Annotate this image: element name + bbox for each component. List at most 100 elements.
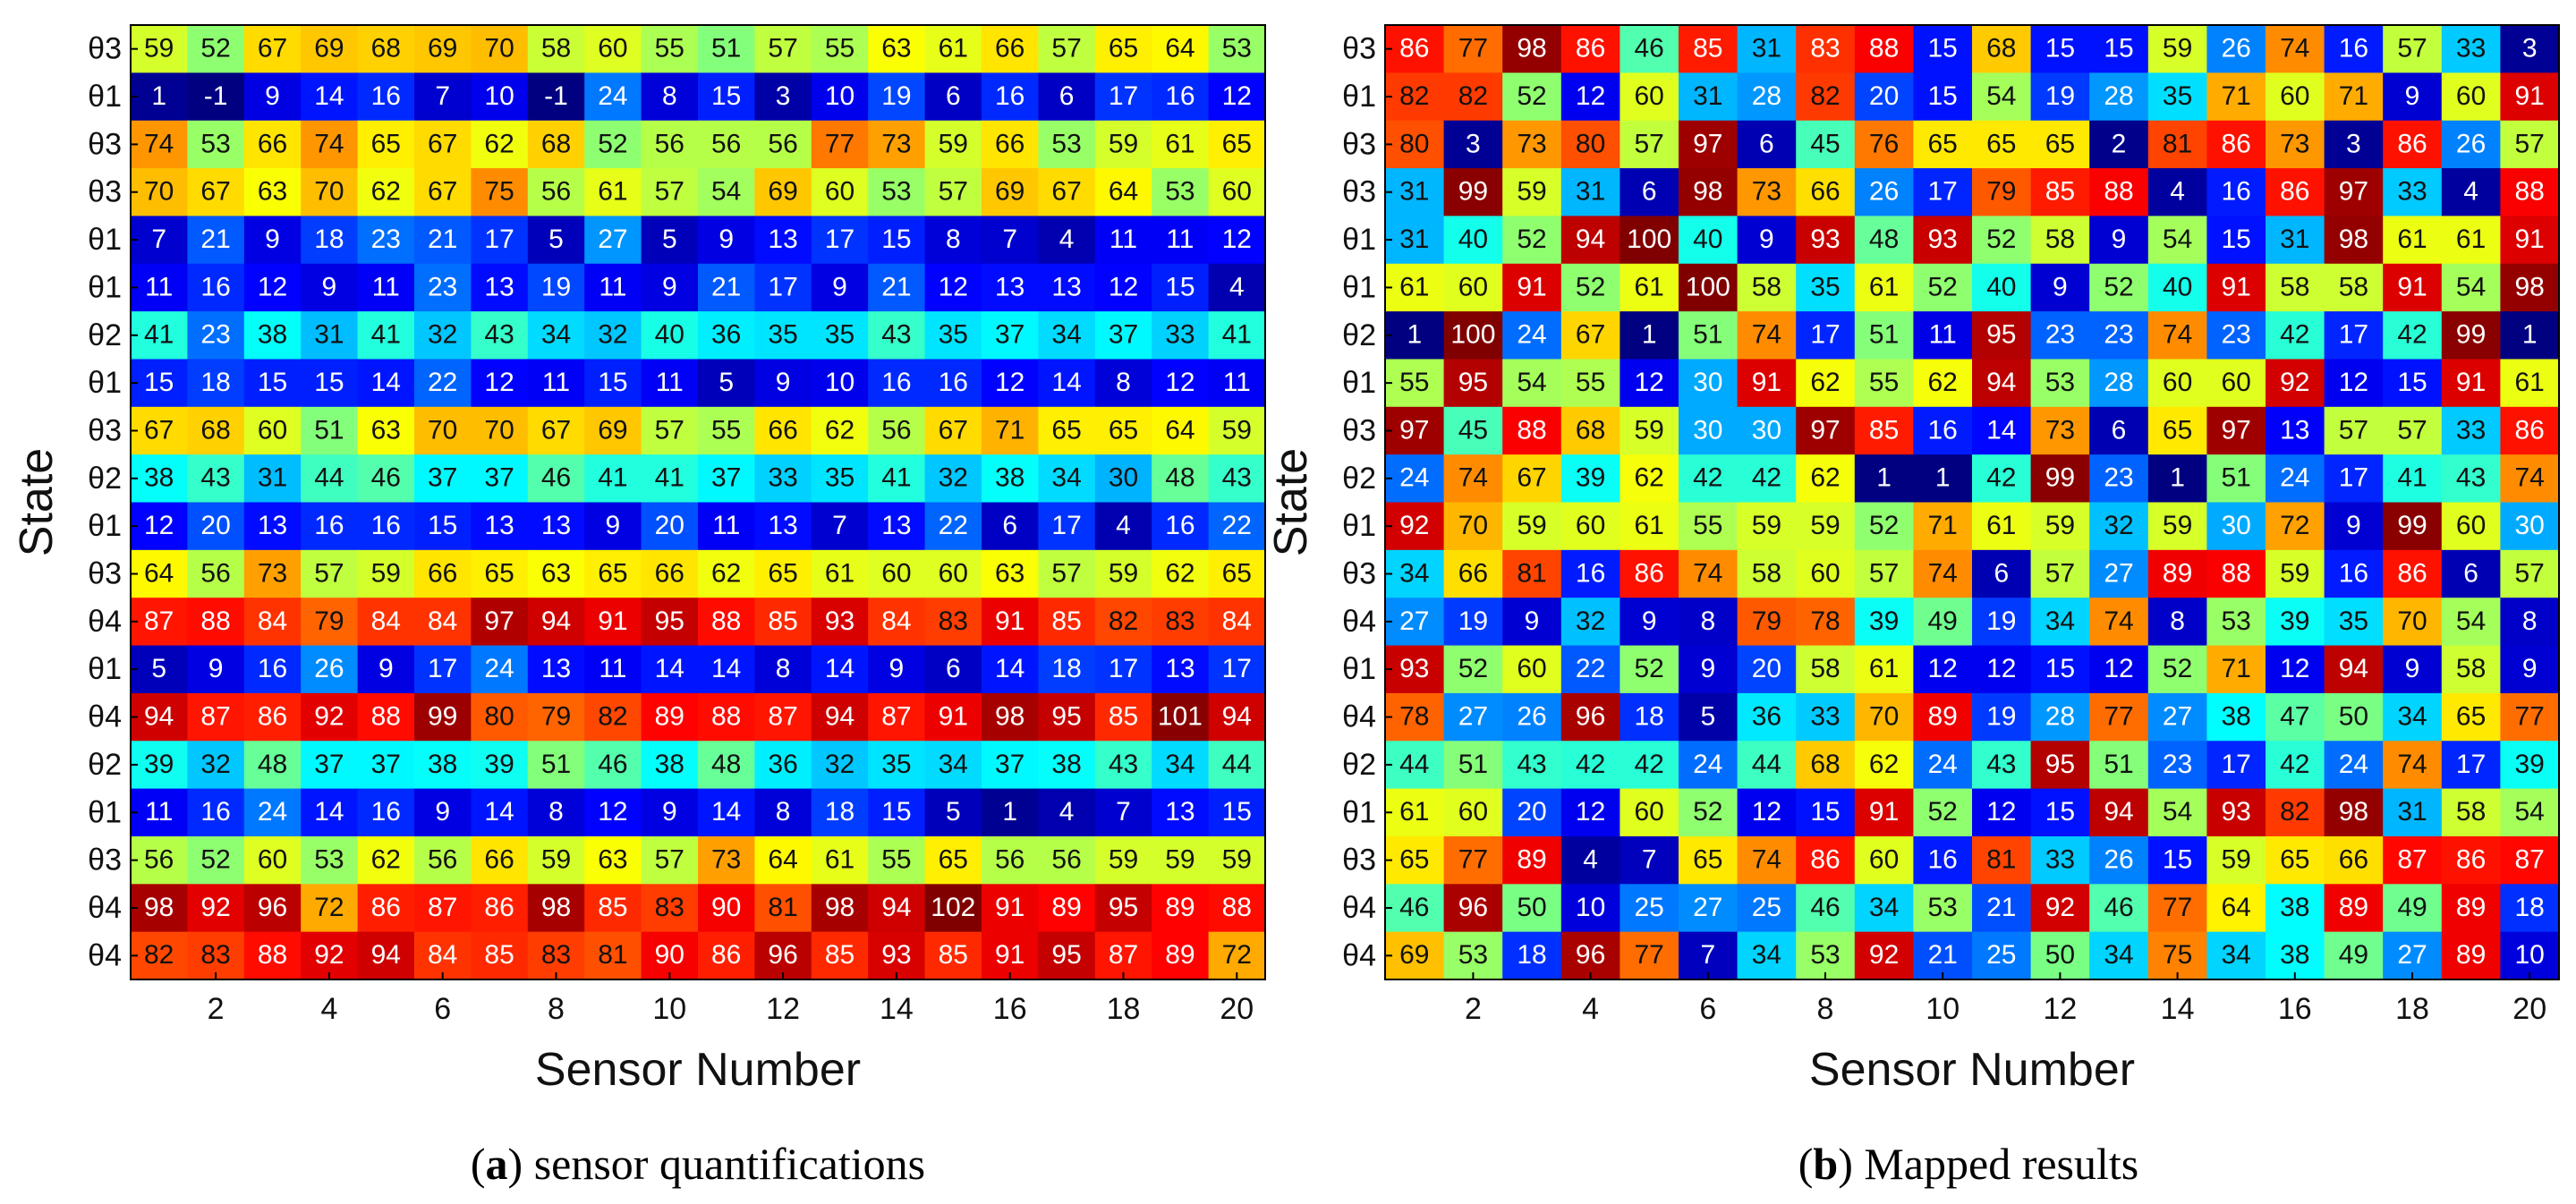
cell-value-label: 41 (655, 463, 684, 493)
heatmap-cell (868, 72, 926, 122)
heatmap-cell (1443, 216, 1503, 265)
heatmap-cell (2266, 263, 2325, 312)
cell-value-label: 37 (995, 750, 1024, 779)
cell-value-label: 59 (1222, 845, 1252, 875)
heatmap-cell (924, 835, 982, 885)
heatmap-cell (1679, 835, 1739, 885)
cell-value-label: 82 (1109, 606, 1138, 636)
heatmap-cell (527, 263, 585, 312)
heatmap-cell (2383, 835, 2443, 885)
cell-value-label: 33 (1810, 701, 1840, 731)
heatmap-cell (187, 549, 245, 598)
heatmap-cell (754, 835, 812, 885)
cell-value-label: 54 (2515, 797, 2545, 827)
heatmap-cell (414, 502, 472, 551)
cell-value-label: 89 (1165, 893, 1194, 922)
cell-value-label: 17 (484, 225, 514, 254)
heatmap-cell (584, 406, 642, 455)
cell-value-label: 39 (144, 750, 174, 779)
y-tick-label: θ1 (88, 270, 122, 304)
heatmap-cell (414, 788, 472, 837)
heatmap-cell (1560, 120, 1620, 169)
heatmap-cell (2147, 884, 2207, 933)
cell-value-label: 22 (939, 511, 968, 540)
cell-value-label: 60 (881, 558, 911, 588)
heatmap-cell (698, 311, 755, 360)
heatmap-cell (1913, 884, 1973, 933)
heatmap-cell (1560, 931, 1620, 980)
x-tick-label: 20 (2512, 992, 2546, 1026)
heatmap-cell (414, 931, 472, 980)
heatmap-cell (1972, 406, 2032, 455)
heatmap-cell (2147, 406, 2207, 455)
heatmap-cell (2500, 502, 2560, 551)
heatmap-cell (131, 502, 188, 551)
heatmap-cell (1854, 884, 1914, 933)
cell-value-label: 65 (939, 845, 968, 875)
cell-value-label: 53 (1810, 940, 1840, 970)
cell-value-label: 56 (995, 845, 1024, 875)
cell-value-label: 68 (371, 34, 401, 64)
heatmap-cell (2383, 72, 2443, 122)
cell-value-label: 93 (2222, 797, 2251, 827)
cell-value-label: 53 (1928, 893, 1958, 922)
heatmap-cell (1094, 168, 1152, 216)
heatmap-cell (1796, 931, 1856, 980)
cell-value-label: 23 (2104, 463, 2133, 493)
cell-value-label: 71 (2222, 654, 2251, 683)
x-tick-label: 2 (1465, 992, 1482, 1026)
heatmap-cell (2206, 692, 2266, 742)
cell-value-label: 54 (1986, 81, 2016, 111)
cell-value-label: 96 (1576, 940, 1605, 970)
cell-value-label: 18 (200, 368, 230, 397)
cell-value-label: 66 (1810, 177, 1840, 207)
heatmap-cell (414, 835, 472, 885)
cell-value-label: 44 (1399, 750, 1429, 779)
cell-value-label: 78 (1810, 606, 1840, 636)
cell-value-label: 9 (2522, 654, 2538, 683)
heatmap-cell (2206, 120, 2266, 169)
heatmap-cell (471, 741, 529, 790)
cell-value-label: 39 (2280, 606, 2309, 636)
cell-value-label: 59 (1517, 511, 1546, 540)
heatmap-cell (2206, 884, 2266, 933)
heatmap-cell (1208, 598, 1266, 647)
heatmap-cell (754, 168, 812, 216)
cell-value-label: 14 (371, 368, 401, 397)
heatmap-cell (2500, 311, 2560, 360)
heatmap-cell (357, 263, 415, 312)
heatmap-cell (2500, 884, 2560, 933)
cell-value-label: 87 (2515, 845, 2545, 875)
heatmap-cell (527, 692, 585, 742)
heatmap-cell (471, 359, 529, 408)
cell-value-label: 9 (2405, 81, 2420, 111)
heatmap-cell (1796, 25, 1856, 73)
cell-value-label: 3 (776, 81, 791, 111)
cell-value-label: 42 (2280, 750, 2309, 779)
y-tick-label: θ1 (1342, 795, 1376, 829)
cell-value-label: 43 (200, 463, 230, 493)
cell-value-label: 17 (1928, 177, 1958, 207)
cell-value-label: 38 (995, 463, 1024, 493)
heatmap-cell (1502, 72, 1562, 122)
cell-value-label: 44 (1752, 750, 1781, 779)
heatmap-cell (471, 311, 529, 360)
cell-value-label: 55 (1693, 511, 1722, 540)
heatmap-cell (1560, 741, 1620, 790)
cell-value-label: 51 (541, 750, 571, 779)
cell-value-label: 91 (1869, 797, 1899, 827)
heatmap-panel-b: 86 77 98 86 46 85 31 83 88 15 68 15 15 59 26 74 16 57 33 38… (1265, 24, 2560, 1189)
cell-value-label: 51 (1458, 750, 1488, 779)
heatmap-cell (698, 454, 755, 504)
heatmap-cell (698, 931, 755, 980)
cell-value-label: 66 (2339, 845, 2368, 875)
cell-value-label: 9 (606, 511, 621, 540)
heatmap-cell (811, 741, 869, 790)
cell-value-label: 58 (1810, 654, 1840, 683)
heatmap-cell (2089, 454, 2149, 504)
heatmap-cell (1679, 168, 1739, 216)
heatmap-cell (2441, 359, 2501, 408)
cell-value-label: 57 (2397, 415, 2427, 445)
cell-value-label: 61 (1635, 511, 1664, 540)
cell-value-label: 10 (484, 81, 514, 111)
